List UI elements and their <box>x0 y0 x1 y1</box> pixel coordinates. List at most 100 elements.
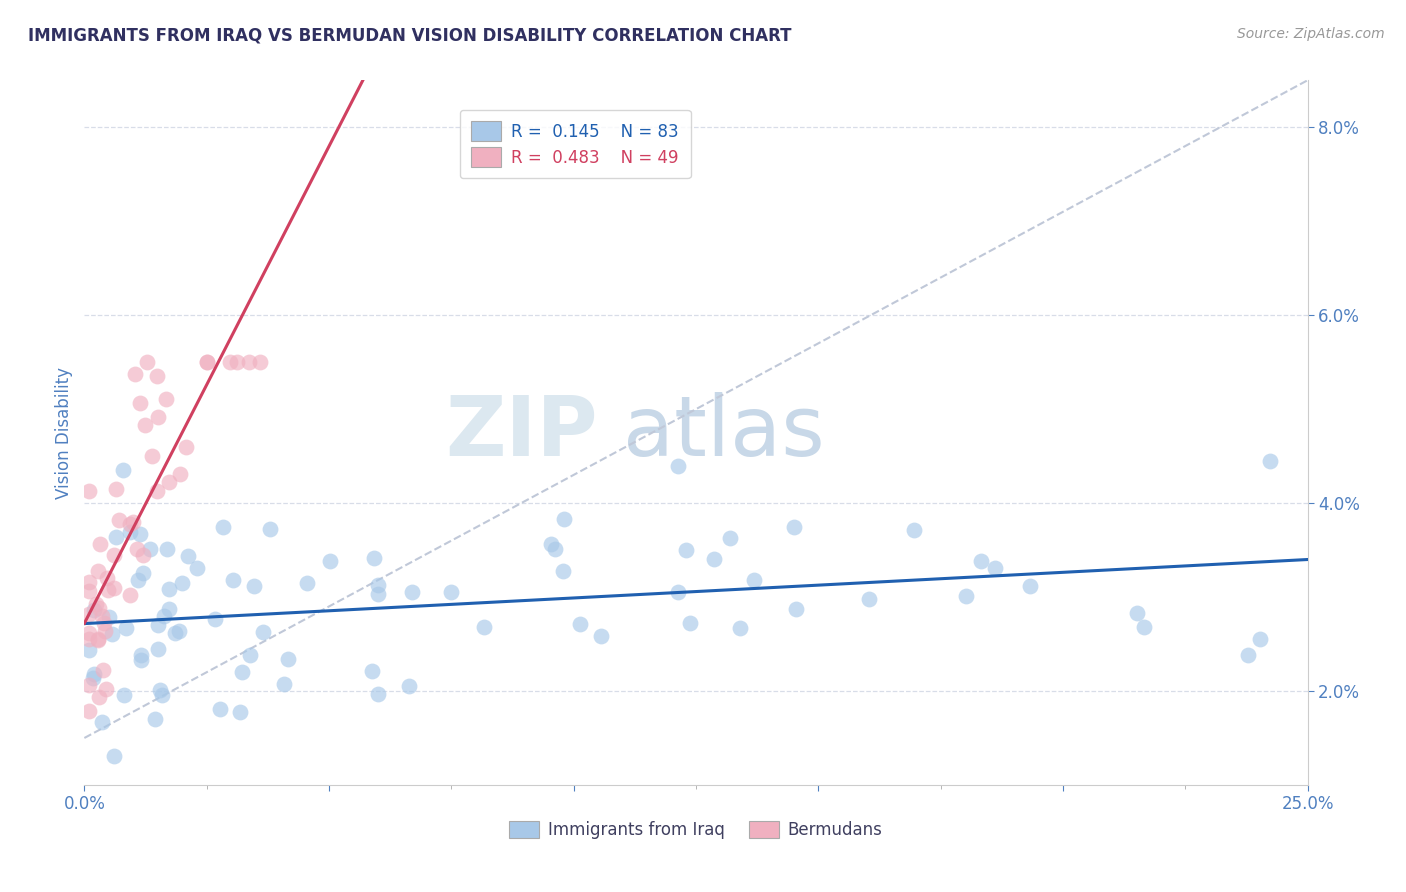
Point <box>86 632 108 647</box>
Point <box>259 522 281 536</box>
Point <box>229 705 252 719</box>
Point <box>543 542 565 557</box>
Point <box>94 624 117 638</box>
Point <box>129 527 152 541</box>
Point <box>120 588 142 602</box>
Point <box>103 581 125 595</box>
Point <box>93 615 115 630</box>
Point <box>132 566 155 580</box>
Point <box>277 652 299 666</box>
Point <box>295 576 318 591</box>
Point <box>955 589 977 603</box>
Point <box>540 537 562 551</box>
Point <box>231 665 253 679</box>
Point <box>146 369 169 384</box>
Point <box>569 616 592 631</box>
Point <box>553 512 575 526</box>
Point <box>363 550 385 565</box>
Point <box>472 620 495 634</box>
Point <box>174 440 197 454</box>
Point <box>319 554 342 568</box>
Point <box>157 601 180 615</box>
Point <box>138 542 160 557</box>
Point <box>398 679 420 693</box>
Point <box>96 572 118 586</box>
Point <box>103 748 125 763</box>
Point <box>679 615 702 630</box>
Point <box>1258 454 1281 468</box>
Point <box>146 618 169 632</box>
Point <box>77 607 100 621</box>
Point <box>94 681 117 696</box>
Point <box>103 548 125 562</box>
Point <box>401 585 423 599</box>
Point <box>115 622 138 636</box>
Point <box>120 525 142 540</box>
Point <box>212 519 235 533</box>
Point <box>77 704 100 718</box>
Point <box>112 688 135 702</box>
Point <box>155 392 177 406</box>
Point <box>108 513 131 527</box>
Point <box>136 355 159 369</box>
Point <box>702 552 724 566</box>
Point <box>1249 632 1271 647</box>
Point <box>77 677 100 691</box>
Point <box>124 367 146 381</box>
Point <box>195 355 218 369</box>
Point <box>101 627 124 641</box>
Point <box>984 561 1007 575</box>
Point <box>77 575 100 590</box>
Point <box>208 702 231 716</box>
Point <box>159 475 181 490</box>
Point <box>367 587 389 601</box>
Point <box>239 648 262 662</box>
Point <box>146 642 169 657</box>
Point <box>589 629 612 643</box>
Point <box>167 624 190 638</box>
Point <box>141 449 163 463</box>
Point <box>273 677 295 691</box>
Point <box>129 653 152 667</box>
Point <box>152 608 174 623</box>
Point <box>177 549 200 563</box>
Point <box>131 648 153 663</box>
Point <box>361 665 384 679</box>
Point <box>87 632 110 647</box>
Point <box>134 417 156 432</box>
Point <box>87 564 110 578</box>
Point <box>105 482 128 496</box>
Point <box>969 554 991 568</box>
Point <box>163 625 186 640</box>
Point <box>127 573 149 587</box>
Point <box>195 355 218 369</box>
Point <box>89 537 111 551</box>
Point <box>1133 620 1156 634</box>
Point <box>90 714 112 729</box>
Point <box>225 355 247 369</box>
Point <box>125 541 148 556</box>
Y-axis label: Vision Disability: Vision Disability <box>55 367 73 499</box>
Legend: R =  0.145    N = 83, R =  0.483    N = 49: R = 0.145 N = 83, R = 0.483 N = 49 <box>460 110 690 178</box>
Point <box>186 560 208 574</box>
Point <box>783 520 806 534</box>
Point <box>143 712 166 726</box>
Point <box>219 355 242 369</box>
Point <box>367 578 389 592</box>
Point <box>90 608 112 623</box>
Point <box>718 531 741 545</box>
Point <box>785 602 807 616</box>
Point <box>1237 648 1260 662</box>
Text: IMMIGRANTS FROM IRAQ VS BERMUDAN VISION DISABILITY CORRELATION CHART: IMMIGRANTS FROM IRAQ VS BERMUDAN VISION … <box>28 27 792 45</box>
Point <box>440 585 463 599</box>
Point <box>83 603 105 617</box>
Point <box>146 483 169 498</box>
Point <box>83 667 105 681</box>
Point <box>111 463 134 477</box>
Point <box>169 467 191 481</box>
Text: atlas: atlas <box>623 392 824 473</box>
Point <box>249 355 271 369</box>
Point <box>77 626 100 640</box>
Point <box>1018 579 1040 593</box>
Point <box>157 582 180 596</box>
